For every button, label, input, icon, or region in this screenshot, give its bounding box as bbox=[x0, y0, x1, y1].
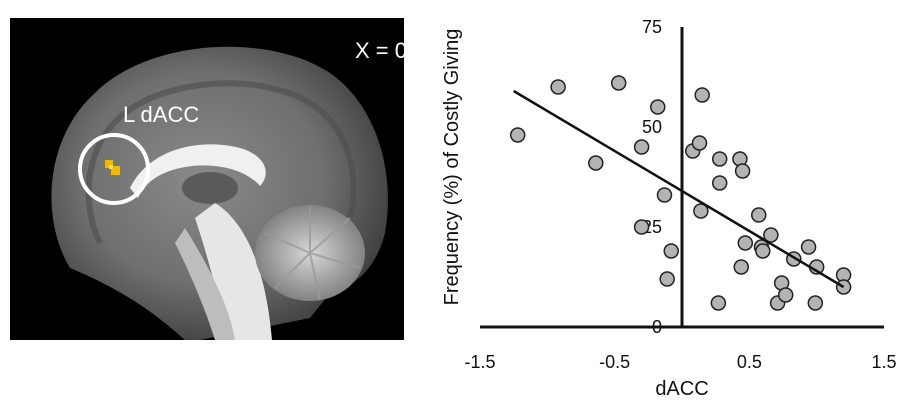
y-axis-label: Frequency (%) of Costly Giving bbox=[441, 29, 463, 306]
data-point bbox=[777, 287, 794, 303]
corpus-callosum bbox=[130, 144, 266, 198]
activation-cluster bbox=[105, 160, 113, 168]
data-point bbox=[710, 295, 727, 311]
x-tick-label: 0.5 bbox=[737, 352, 762, 372]
data-point bbox=[734, 163, 751, 179]
data-point bbox=[659, 271, 675, 287]
data-point bbox=[693, 203, 709, 219]
data-point bbox=[650, 99, 666, 115]
slice-label: X = 0 bbox=[355, 38, 404, 63]
data-point bbox=[691, 135, 708, 151]
data-point bbox=[588, 155, 604, 171]
roi-circle bbox=[78, 133, 150, 205]
data-point bbox=[763, 227, 779, 243]
data-point bbox=[610, 75, 627, 91]
data-point bbox=[751, 207, 767, 223]
y-tick-label: 50 bbox=[642, 117, 662, 137]
data-points bbox=[509, 75, 852, 311]
data-point bbox=[737, 235, 754, 251]
brain-slice-image: X = 0 L dACC bbox=[10, 18, 404, 340]
data-point bbox=[807, 295, 824, 311]
regression-line bbox=[513, 89, 845, 289]
data-point bbox=[633, 219, 650, 235]
roi-label: L dACC bbox=[123, 102, 199, 127]
scatter-plot: 0255075 -1.5-0.50.51.5 dACC Frequency (%… bbox=[441, 17, 897, 400]
x-tick-label: 1.5 bbox=[871, 352, 896, 372]
x-tick-label: -0.5 bbox=[599, 352, 630, 372]
x-tick-label: -1.5 bbox=[464, 352, 495, 372]
data-point bbox=[733, 259, 750, 275]
data-point bbox=[550, 79, 566, 95]
data-point bbox=[800, 239, 817, 255]
data-point bbox=[663, 243, 679, 259]
data-point bbox=[694, 87, 710, 103]
data-point bbox=[711, 151, 728, 167]
data-point bbox=[656, 187, 673, 203]
y-tick-label: 75 bbox=[642, 17, 662, 37]
x-axis-label: dACC bbox=[655, 378, 708, 400]
data-point bbox=[509, 127, 526, 143]
data-point bbox=[633, 139, 650, 155]
brainstem bbox=[195, 203, 272, 340]
data-point bbox=[711, 175, 728, 191]
x-tick-labels: -1.5 -0.5 0.5 1.5 bbox=[464, 352, 896, 372]
data-point bbox=[755, 243, 771, 259]
